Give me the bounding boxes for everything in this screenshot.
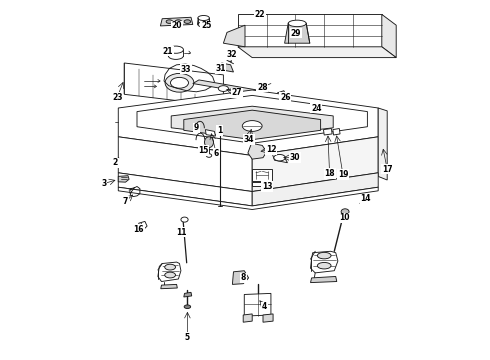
Text: 23: 23 [112,93,122,102]
Bar [252,169,272,181]
Text: 18: 18 [324,169,335,178]
Text: 25: 25 [201,21,211,30]
Ellipse shape [184,305,191,309]
Polygon shape [311,251,338,273]
Polygon shape [158,262,181,282]
Ellipse shape [165,272,175,278]
Ellipse shape [288,20,306,27]
Polygon shape [323,129,332,135]
Polygon shape [232,271,248,284]
Text: 2: 2 [113,158,118,167]
Ellipse shape [166,20,172,23]
Text: 32: 32 [226,50,237,59]
Ellipse shape [204,137,214,148]
Text: 5: 5 [185,333,190,342]
Polygon shape [160,17,193,26]
Ellipse shape [318,262,331,269]
Ellipse shape [165,264,175,270]
Ellipse shape [184,20,191,23]
Polygon shape [382,14,396,58]
Polygon shape [252,137,378,192]
Polygon shape [118,187,378,210]
Polygon shape [259,83,268,89]
Polygon shape [139,221,147,230]
Ellipse shape [318,252,331,259]
Polygon shape [137,95,368,143]
Polygon shape [171,106,333,138]
Polygon shape [252,173,378,206]
Text: 4: 4 [262,302,268,311]
Polygon shape [118,90,378,156]
Text: 21: 21 [162,46,173,55]
Text: 1: 1 [217,126,222,135]
Ellipse shape [219,86,228,91]
Text: 15: 15 [198,146,209,155]
Text: 30: 30 [290,153,300,162]
Text: 6: 6 [214,149,219,158]
Polygon shape [333,129,340,135]
Text: 12: 12 [266,145,276,154]
Ellipse shape [198,15,209,21]
Text: 20: 20 [172,21,182,30]
Polygon shape [311,276,337,283]
Polygon shape [221,63,233,72]
Text: 31: 31 [215,64,226,73]
Polygon shape [238,14,382,47]
Polygon shape [184,110,320,140]
Text: 22: 22 [255,10,266,19]
Polygon shape [124,63,223,106]
Polygon shape [285,23,310,43]
Polygon shape [118,173,252,206]
Ellipse shape [181,217,188,222]
Polygon shape [197,18,210,24]
Ellipse shape [341,209,349,215]
Polygon shape [223,25,245,47]
Ellipse shape [169,46,183,53]
Text: 26: 26 [280,93,291,102]
Ellipse shape [171,77,189,88]
Ellipse shape [175,20,182,23]
Text: 3: 3 [101,179,106,188]
Polygon shape [272,153,288,163]
Text: 14: 14 [360,194,371,203]
Polygon shape [118,137,252,192]
Polygon shape [248,143,267,159]
Polygon shape [378,108,387,180]
Ellipse shape [165,73,194,92]
Text: 13: 13 [262,182,272,191]
Text: 28: 28 [257,83,268,91]
Bar [252,182,272,186]
Polygon shape [263,314,273,322]
Polygon shape [118,176,129,182]
Text: 11: 11 [176,228,186,237]
Polygon shape [243,314,252,322]
Polygon shape [245,293,271,316]
Polygon shape [301,103,311,108]
Text: 10: 10 [339,213,349,222]
Ellipse shape [242,121,262,131]
Text: 17: 17 [382,165,392,174]
Polygon shape [277,91,285,96]
Ellipse shape [206,154,212,157]
Ellipse shape [198,22,209,27]
Text: 29: 29 [291,29,301,37]
Polygon shape [193,80,261,94]
Text: 7: 7 [123,197,128,206]
Text: 24: 24 [311,104,321,112]
Text: 16: 16 [134,225,144,234]
Ellipse shape [274,154,285,161]
Polygon shape [227,54,231,62]
Polygon shape [161,284,177,289]
Text: 34: 34 [244,135,254,144]
Text: 9: 9 [194,123,199,132]
Text: 27: 27 [232,88,243,97]
Text: 33: 33 [180,65,191,74]
Polygon shape [184,292,192,297]
Polygon shape [205,130,216,136]
Text: 19: 19 [338,170,348,179]
Text: 8: 8 [241,274,246,282]
Polygon shape [238,47,396,58]
